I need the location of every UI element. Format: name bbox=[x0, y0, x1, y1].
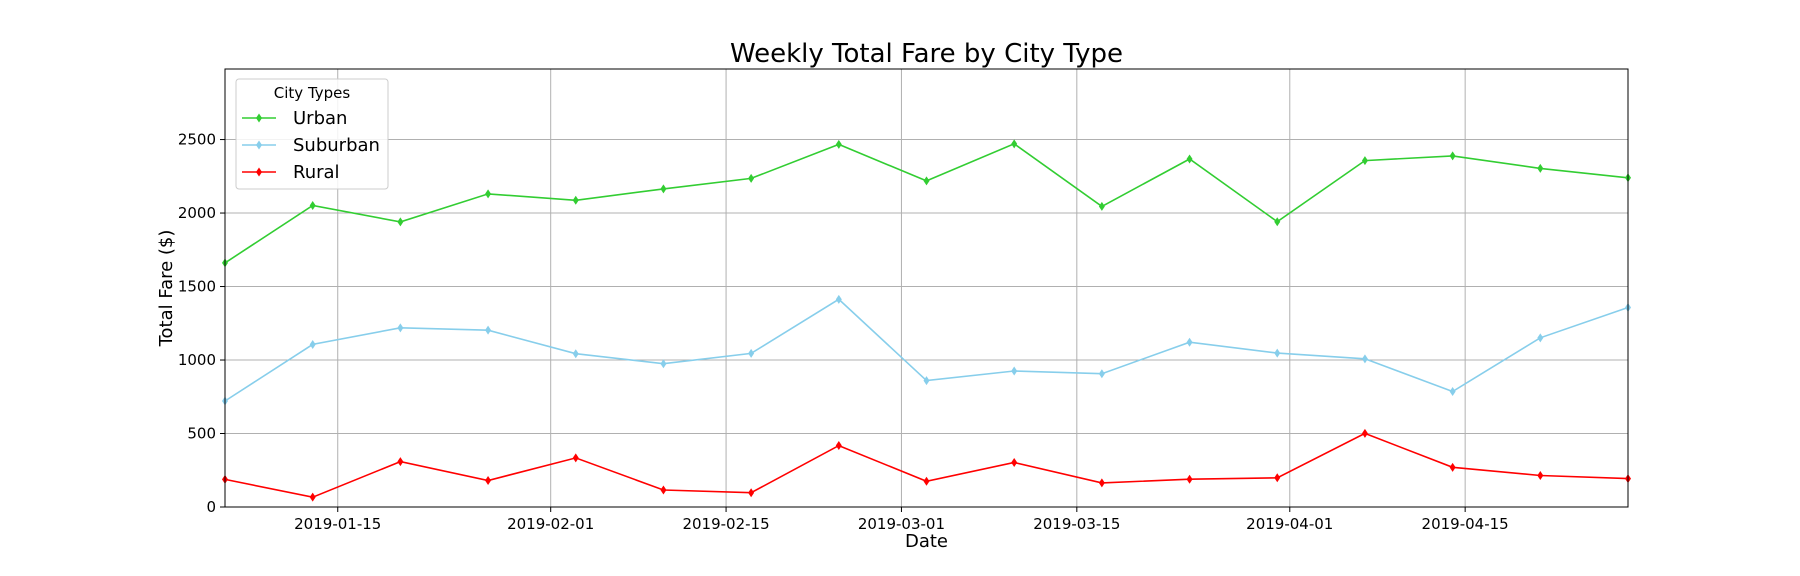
data-point bbox=[572, 349, 579, 359]
data-point bbox=[1011, 457, 1018, 467]
data-point bbox=[572, 195, 579, 205]
data-point bbox=[309, 339, 316, 349]
series-layer bbox=[222, 139, 1631, 502]
data-point bbox=[923, 376, 930, 386]
data-point bbox=[1361, 354, 1368, 364]
legend-label: Urban bbox=[293, 108, 347, 129]
data-point bbox=[1098, 201, 1105, 211]
data-point bbox=[1186, 154, 1193, 164]
y-tick-label: 2500 bbox=[178, 131, 216, 149]
x-tick-label: 2019-04-01 bbox=[1246, 515, 1333, 533]
series-rural bbox=[222, 428, 1631, 502]
data-point bbox=[1011, 139, 1018, 149]
data-point bbox=[835, 441, 842, 451]
data-point bbox=[1186, 337, 1193, 347]
data-point bbox=[1537, 471, 1544, 481]
data-point bbox=[1098, 478, 1105, 488]
series-suburban bbox=[222, 294, 1631, 406]
chart-title: Weekly Total Fare by City Type bbox=[730, 39, 1123, 69]
data-point bbox=[835, 139, 842, 149]
y-tick-label: 500 bbox=[187, 425, 216, 443]
legend: City Types Urban Suburban Rural bbox=[235, 78, 389, 190]
data-point bbox=[1449, 386, 1456, 396]
data-point bbox=[1361, 428, 1368, 438]
data-point bbox=[923, 476, 930, 486]
data-point bbox=[1537, 163, 1544, 173]
series-urban bbox=[222, 139, 1631, 268]
data-point bbox=[1361, 156, 1368, 166]
y-tick-label: 2000 bbox=[178, 204, 216, 222]
data-point bbox=[748, 173, 755, 183]
legend-label: Suburban bbox=[293, 135, 380, 156]
data-point bbox=[1449, 462, 1456, 472]
legend-entry-rural: Rural bbox=[242, 162, 340, 183]
plot-frame bbox=[224, 68, 1629, 508]
data-point bbox=[397, 217, 404, 227]
data-point bbox=[923, 176, 930, 186]
series-line-urban bbox=[224, 142, 1629, 264]
data-point bbox=[660, 184, 667, 194]
data-point bbox=[309, 201, 316, 211]
legend-marker bbox=[256, 113, 262, 123]
data-point bbox=[397, 323, 404, 333]
series-line-suburban bbox=[224, 298, 1629, 402]
data-point bbox=[485, 325, 492, 335]
y-tick-label: 0 bbox=[206, 498, 216, 516]
x-axis-ticks: 2019-01-15 2019-02-01 2019-02-15 2019-03-01… bbox=[294, 507, 1509, 533]
data-point bbox=[748, 488, 755, 498]
data-point bbox=[1098, 369, 1105, 379]
data-point bbox=[572, 453, 579, 463]
x-tick-label: 2019-02-15 bbox=[682, 515, 769, 533]
data-point bbox=[660, 485, 667, 495]
legend-entry-suburban: Suburban bbox=[242, 135, 380, 156]
x-tick-label: 2019-04-15 bbox=[1422, 515, 1509, 533]
x-tick-label: 2019-02-01 bbox=[507, 515, 594, 533]
y-tick-label: 1000 bbox=[178, 351, 216, 369]
legend-entry-urban: Urban bbox=[242, 108, 347, 129]
x-tick-label: 2019-01-15 bbox=[294, 515, 381, 533]
legend-box bbox=[235, 78, 389, 190]
data-point bbox=[835, 294, 842, 304]
data-point bbox=[485, 189, 492, 199]
data-point bbox=[1274, 217, 1281, 227]
y-axis-label: Total Fare ($) bbox=[156, 230, 177, 348]
x-tick-label: 2019-03-15 bbox=[1033, 515, 1120, 533]
legend-marker bbox=[256, 140, 262, 150]
series-line-rural bbox=[224, 432, 1629, 499]
x-tick-label: 2019-03-01 bbox=[858, 515, 945, 533]
grid-lines bbox=[225, 69, 1628, 507]
data-point bbox=[1011, 366, 1018, 376]
x-axis-label: Date bbox=[905, 531, 948, 552]
data-point bbox=[485, 476, 492, 486]
legend-label: Rural bbox=[293, 162, 340, 183]
data-point bbox=[397, 457, 404, 467]
data-point bbox=[1537, 333, 1544, 343]
data-point bbox=[1274, 348, 1281, 358]
data-point bbox=[660, 359, 667, 369]
data-point bbox=[748, 348, 755, 358]
legend-title: City Types bbox=[274, 84, 351, 102]
data-point bbox=[309, 492, 316, 502]
y-axis-ticks: 0 500 1000 1500 2000 2500 bbox=[178, 131, 225, 516]
data-point bbox=[1274, 473, 1281, 483]
data-point bbox=[1186, 474, 1193, 484]
legend-marker bbox=[256, 167, 262, 177]
data-point bbox=[1449, 151, 1456, 161]
y-tick-label: 1500 bbox=[178, 278, 216, 296]
